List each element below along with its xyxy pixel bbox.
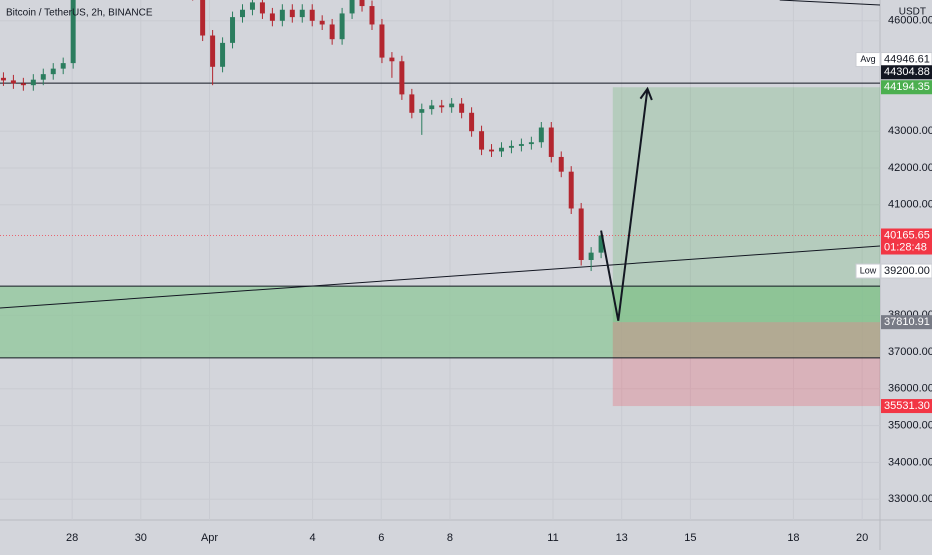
candle-body — [249, 2, 255, 10]
candle-body — [558, 156, 564, 172]
candle-body — [289, 9, 295, 18]
candle-body — [40, 74, 46, 80]
price-tag-label: 40165.65 — [884, 229, 930, 241]
candle-body — [200, 0, 206, 36]
candle-body — [419, 109, 425, 113]
x-tick-label: 20 — [856, 532, 868, 544]
candle-body — [329, 24, 335, 40]
candle-body — [508, 145, 514, 148]
x-tick-label: 30 — [135, 532, 147, 544]
price-tag — [880, 263, 932, 279]
y-tick-label: 42000.00 — [888, 162, 932, 174]
trend-line — [0, 245, 880, 309]
price-tag — [881, 399, 932, 414]
candle-body — [70, 0, 76, 64]
y-tick-label: 35000.00 — [888, 420, 932, 432]
candle-body — [30, 79, 36, 86]
price-tag — [881, 228, 932, 255]
price-tag-label: 44194.35 — [884, 81, 930, 93]
candle-body — [220, 42, 226, 67]
candle-body — [50, 68, 56, 75]
candle-body — [279, 9, 285, 21]
candle-body — [469, 112, 475, 132]
countdown: 01:28:48 — [884, 241, 927, 253]
arrow-head — [639, 86, 653, 101]
price-tag-label: 44946.61 — [884, 53, 930, 65]
y-tick-label: 43000.00 — [888, 125, 932, 137]
caption-box — [855, 263, 881, 279]
price-tag-label: 37810.91 — [884, 316, 930, 328]
candle-body — [240, 9, 245, 18]
candle-body — [339, 13, 345, 40]
candle-body — [548, 127, 554, 157]
y-tick-label: 36000.00 — [888, 383, 932, 395]
plot — [0, 0, 880, 407]
x-tick-label: 6 — [378, 532, 384, 544]
candle-body — [598, 235, 604, 253]
candle-body — [259, 2, 265, 14]
stop-area — [612, 322, 880, 407]
candle-body — [389, 57, 395, 62]
candle-body — [269, 13, 275, 21]
candle-body — [479, 131, 485, 150]
x-tick-label: 28 — [66, 532, 78, 544]
price-tag — [881, 65, 932, 80]
axes: 46000.0043000.0042000.0041000.0038000.00… — [66, 15, 932, 544]
candle-body — [60, 63, 66, 69]
candle-body — [10, 80, 16, 84]
price-tag-label: 44304.88 — [884, 66, 930, 78]
candle-body — [578, 208, 584, 260]
price-tag — [881, 315, 932, 330]
x-tick-label: Apr — [201, 532, 218, 544]
price-tag-label: 39200.00 — [884, 265, 930, 277]
candle-body — [588, 252, 594, 260]
x-tick-label: 8 — [447, 532, 453, 544]
x-tick-label: 4 — [310, 532, 316, 544]
y-tick-label: 34000.00 — [888, 456, 932, 468]
x-tick-label: 11 — [547, 532, 558, 544]
chart-title: Bitcoin / TetherUS, 2h, BINANCE — [6, 8, 153, 19]
candle-body — [379, 24, 385, 58]
y-tick-label: 33000.00 — [888, 493, 932, 505]
candle-body — [309, 9, 315, 21]
candle-body — [568, 171, 574, 209]
y-tick-label: 46000.00 — [888, 15, 932, 27]
candle-body — [439, 105, 445, 108]
price-tag-caption: Avg — [860, 54, 875, 64]
candle-body — [299, 9, 305, 18]
candle-body — [518, 144, 524, 146]
candle-body — [498, 147, 504, 152]
candle-body — [449, 103, 455, 108]
candle-body — [528, 142, 534, 145]
candle-body — [538, 127, 544, 143]
price-tag-label: 35531.30 — [884, 400, 930, 412]
candle-body — [459, 103, 465, 113]
candle-body — [0, 77, 6, 81]
candle-body — [429, 105, 435, 110]
candle-body — [489, 149, 495, 152]
candle-body — [399, 61, 405, 95]
projection-path — [600, 88, 649, 321]
candle-body — [20, 83, 26, 86]
candle-body — [349, 0, 355, 14]
caption-box — [855, 52, 881, 68]
candle-body — [369, 6, 375, 25]
x-tick-label: 18 — [787, 532, 799, 544]
x-tick-label: 13 — [616, 532, 628, 544]
candle-body — [230, 17, 236, 43]
y-tick-label: 37000.00 — [888, 346, 932, 358]
target-area — [612, 87, 880, 323]
trend-line — [779, 0, 880, 6]
price-tag-caption: Low — [860, 265, 877, 275]
candle-body — [359, 0, 365, 7]
price-tag — [881, 80, 932, 95]
candle-body — [210, 35, 216, 67]
currency: USDT — [899, 7, 926, 18]
candle-body — [319, 20, 325, 25]
candle-body — [409, 94, 415, 113]
x-tick-label: 15 — [684, 532, 696, 544]
y-tick-label: 41000.00 — [888, 199, 932, 211]
